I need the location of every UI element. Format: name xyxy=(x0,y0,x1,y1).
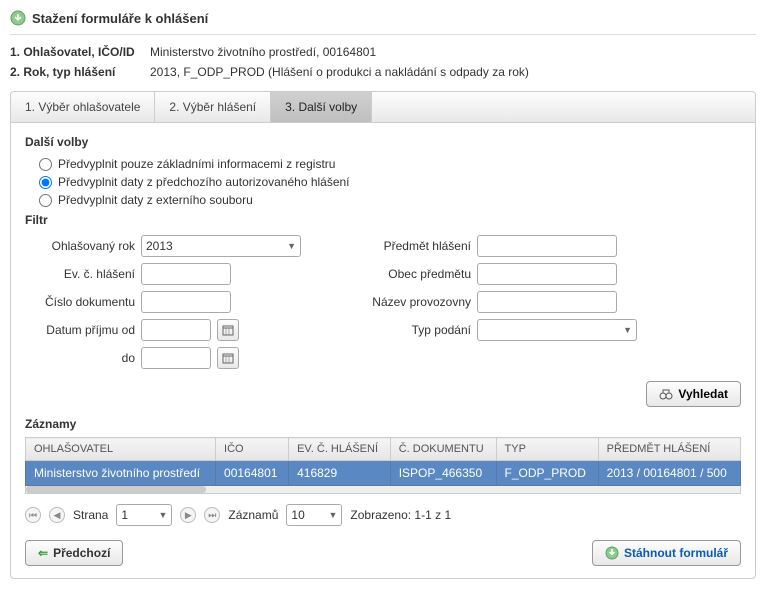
page-title: Stažení formuláře k ohlášení xyxy=(32,11,208,26)
filter-year-select[interactable]: 2013 ▼ xyxy=(141,235,301,257)
col-reporter[interactable]: OHLAŠOVATEL xyxy=(26,438,216,461)
cell-reporter: Ministerstvo životního prostředí xyxy=(26,461,216,486)
wizard-tabs: 1. Výběr ohlašovatele 2. Výběr hlášení 3… xyxy=(11,92,755,123)
download-form-button-label: Stáhnout formulář xyxy=(624,546,728,560)
cell-type: F_ODP_PROD xyxy=(496,461,598,486)
filter-facility-label: Název provozovny xyxy=(361,295,471,309)
filter-date-to-label: do xyxy=(25,351,135,365)
filter-evc-input[interactable] xyxy=(141,263,231,285)
download-form-button[interactable]: Stáhnout formulář xyxy=(592,540,741,566)
info-reporter-label: 1. Ohlašovatel, IČO/ID xyxy=(10,45,150,59)
search-binoculars-icon xyxy=(659,387,673,401)
filter-date-to-input[interactable] xyxy=(141,347,211,369)
cell-doc: ISPOP_466350 xyxy=(390,461,496,486)
col-type[interactable]: TYP xyxy=(496,438,598,461)
radio-prefill-registry-label: Předvyplnit pouze základními informacemi… xyxy=(58,157,335,171)
radio-prefill-external-label: Předvyplnit daty z externího souboru xyxy=(58,193,253,207)
pager-count-value: 10 xyxy=(291,508,304,522)
prefill-radio-group: Předvyplnit pouze základními informacemi… xyxy=(39,157,755,207)
cell-ico: 00164801 xyxy=(216,461,289,486)
cell-subject: 2013 / 00164801 / 500 xyxy=(598,461,740,486)
chevron-down-icon: ▼ xyxy=(287,241,296,251)
calendar-icon xyxy=(222,324,234,336)
chevron-down-icon: ▼ xyxy=(623,325,632,335)
filter-subject-input[interactable] xyxy=(477,235,617,257)
section-title-options: Další volby xyxy=(25,135,755,149)
filter-docnum-label: Číslo dokumentu xyxy=(25,295,135,309)
filter-year-value: 2013 xyxy=(146,239,173,253)
previous-button-label: Předchozí xyxy=(53,546,110,560)
radio-prefill-external[interactable] xyxy=(39,194,52,207)
pager-page-label: Strana xyxy=(73,508,108,522)
filter-type-label: Typ podání xyxy=(361,323,471,337)
filter-subject-label: Předmět hlášení xyxy=(361,239,471,253)
calendar-to-button[interactable] xyxy=(217,347,239,369)
search-button-label: Vyhledat xyxy=(678,387,728,401)
calendar-from-button[interactable] xyxy=(217,319,239,341)
pager-next-button[interactable]: ▶ xyxy=(180,507,196,523)
col-ico[interactable]: IČO xyxy=(216,438,289,461)
col-doc[interactable]: Č. DOKUMENTU xyxy=(390,438,496,461)
records-table: OHLAŠOVATEL IČO EV. Č. HLÁŠENÍ Č. DOKUME… xyxy=(25,437,741,486)
previous-button[interactable]: ⇐ Předchozí xyxy=(25,540,123,566)
chevron-down-icon: ▼ xyxy=(328,510,337,520)
calendar-icon xyxy=(222,352,234,364)
filter-type-select[interactable]: ▼ xyxy=(477,319,637,341)
download-form-icon xyxy=(10,10,26,26)
filter-date-from-label: Datum příjmu od xyxy=(25,323,135,337)
cell-evc: 416829 xyxy=(289,461,391,486)
download-icon xyxy=(605,546,619,560)
scrollbar-thumb[interactable] xyxy=(26,486,206,493)
arrow-left-icon: ⇐ xyxy=(38,546,48,560)
info-year-label: 2. Rok, typ hlášení xyxy=(10,65,150,79)
tab-other-options[interactable]: 3. Další volby xyxy=(271,92,372,122)
filter-title: Filtr xyxy=(25,213,741,227)
chevron-down-icon: ▼ xyxy=(158,510,167,520)
pager-count-label: Záznamů xyxy=(228,508,278,522)
pager-count-select[interactable]: 10 ▼ xyxy=(286,504,342,526)
filter-town-label: Obec předmětu xyxy=(361,267,471,281)
info-year-value: 2013, F_ODP_PROD (Hlášení o produkci a n… xyxy=(150,65,756,79)
info-reporter-value: Ministerstvo životního prostředí, 001648… xyxy=(150,45,756,59)
search-button[interactable]: Vyhledat xyxy=(646,381,741,407)
radio-prefill-previous-label: Předvyplnit daty z předchozího autorizov… xyxy=(58,175,350,189)
filter-docnum-input[interactable] xyxy=(141,291,231,313)
col-subject[interactable]: PŘEDMĚT HLÁŠENÍ xyxy=(598,438,740,461)
pager-last-button[interactable]: ⏭ xyxy=(204,507,220,523)
tab-select-report[interactable]: 2. Výběr hlášení xyxy=(155,92,271,122)
pager-page-value: 1 xyxy=(121,508,128,522)
tab-select-reporter[interactable]: 1. Výběr ohlašovatele xyxy=(11,92,155,122)
pager: ⏮ ◀ Strana 1 ▼ ▶ ⏭ Záznamů 10 ▼ Zobrazen… xyxy=(25,504,741,526)
radio-prefill-registry[interactable] xyxy=(39,158,52,171)
records-title: Záznamy xyxy=(25,417,741,431)
filter-town-input[interactable] xyxy=(477,263,617,285)
col-evc[interactable]: EV. Č. HLÁŠENÍ xyxy=(289,438,391,461)
pager-first-button[interactable]: ⏮ xyxy=(25,507,41,523)
table-row[interactable]: Ministerstvo životního prostředí 0016480… xyxy=(26,461,741,486)
pager-shown-text: Zobrazeno: 1-1 z 1 xyxy=(350,508,451,522)
filter-year-label: Ohlašovaný rok xyxy=(25,239,135,253)
filter-facility-input[interactable] xyxy=(477,291,617,313)
pager-page-select[interactable]: 1 ▼ xyxy=(116,504,172,526)
table-horizontal-scrollbar[interactable] xyxy=(25,486,741,494)
filter-date-from-input[interactable] xyxy=(141,319,211,341)
filter-evc-label: Ev. č. hlášení xyxy=(25,267,135,281)
pager-prev-button[interactable]: ◀ xyxy=(49,507,65,523)
radio-prefill-previous[interactable] xyxy=(39,176,52,189)
